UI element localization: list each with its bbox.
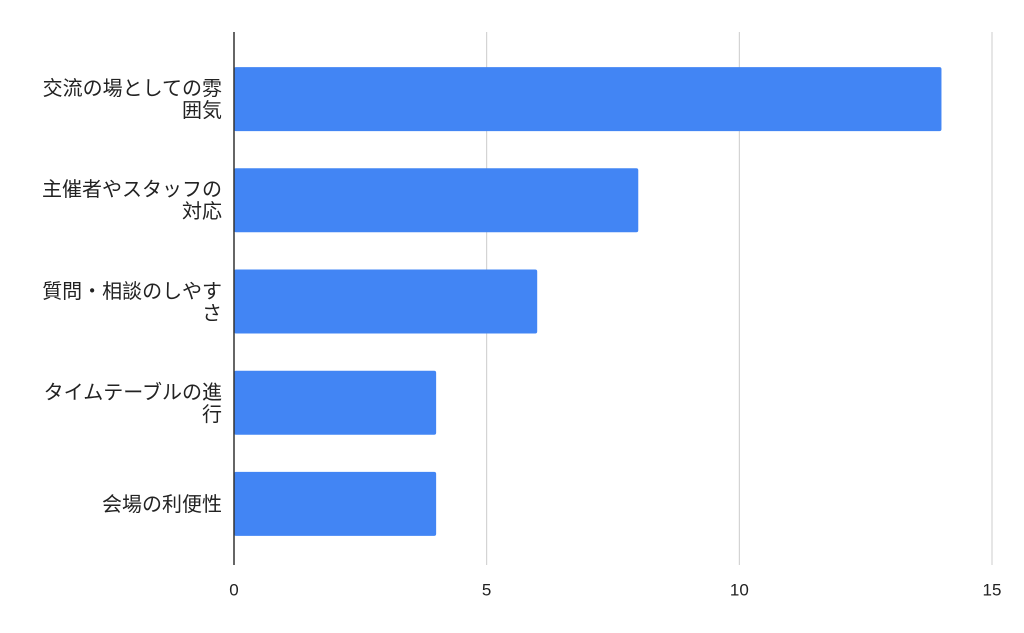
y-tick-label: 交流の場としての雰囲気: [42, 76, 222, 123]
y-tick-label: 質問・相談のしやすさ: [42, 278, 222, 325]
bar: [234, 67, 942, 132]
bar: [234, 168, 639, 233]
x-tick-label: 0: [229, 580, 238, 599]
y-tick-label: 会場の利便性: [102, 491, 222, 516]
x-tick-label: 10: [730, 580, 749, 599]
bar: [234, 269, 538, 334]
x-tick-label: 5: [482, 580, 491, 599]
y-tick-label: 主催者やスタッフの対応: [42, 177, 222, 224]
y-tick-label: タイムテーブルの進行: [43, 379, 222, 426]
bar: [234, 370, 437, 435]
bar: [234, 471, 437, 536]
x-tick-label: 15: [983, 580, 1002, 599]
